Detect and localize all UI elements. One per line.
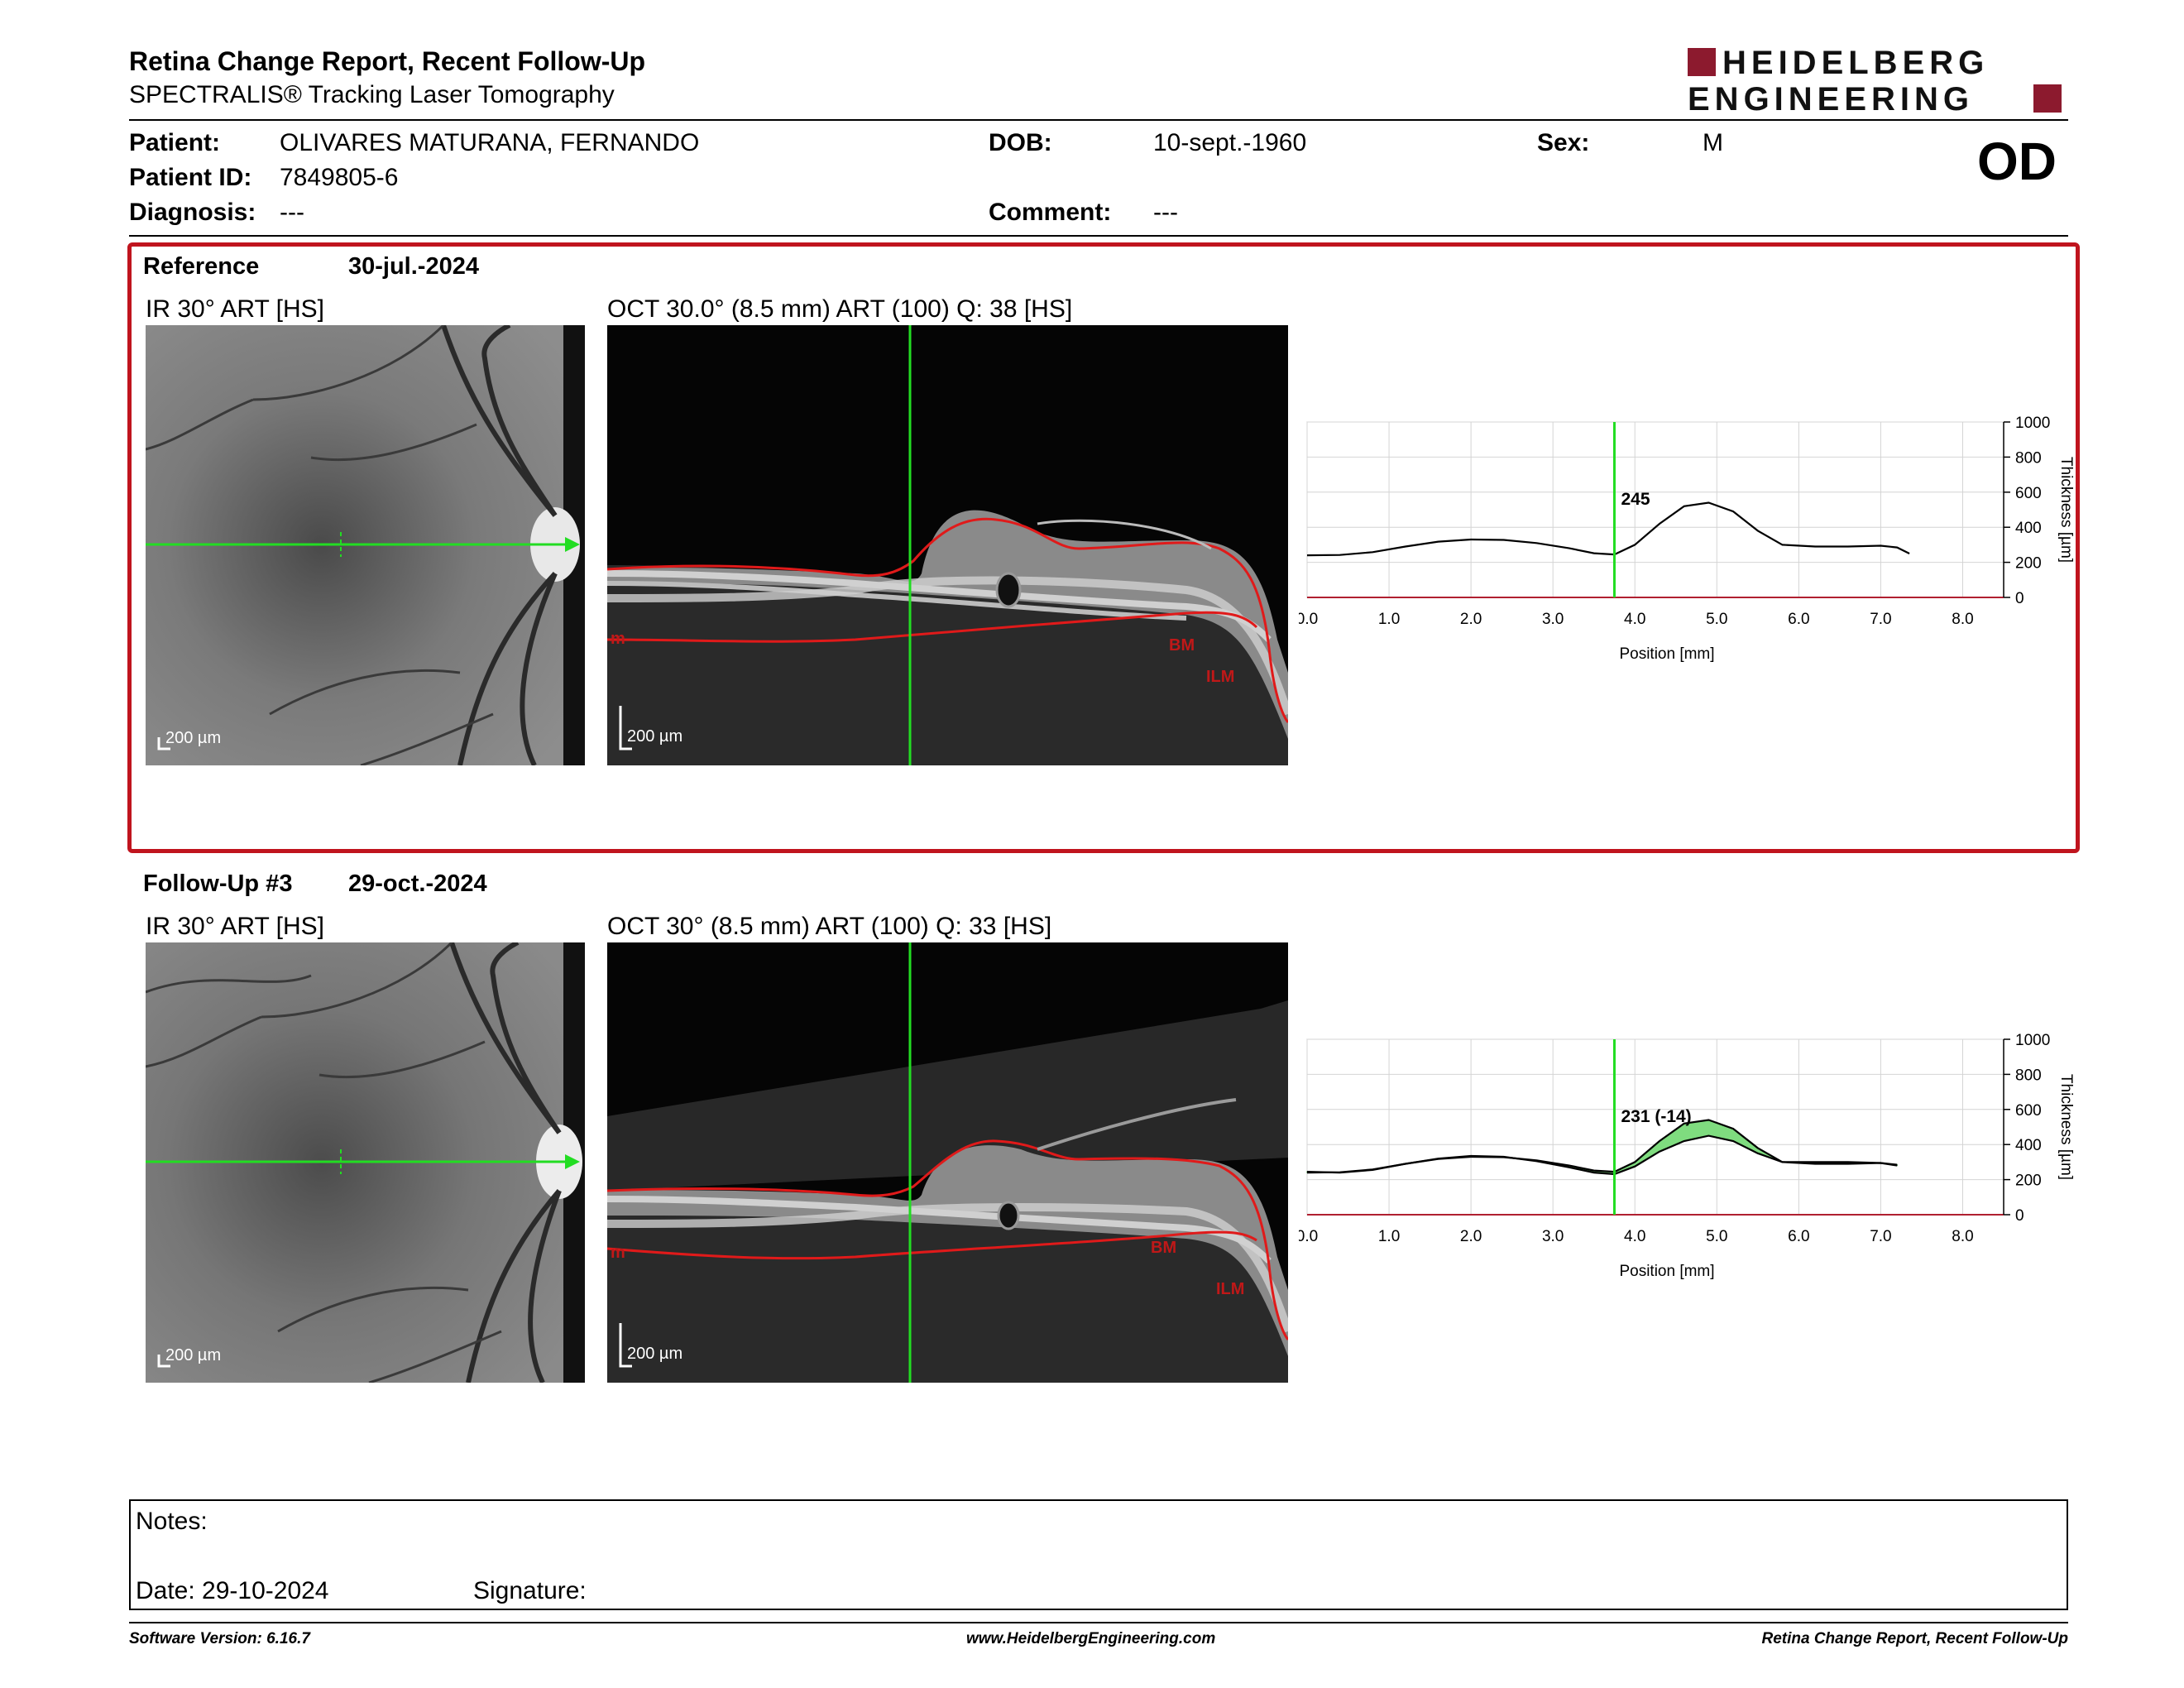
x-tick-label: 7.0 <box>1870 1228 1891 1245</box>
cursor-value-label: 231 (-14) <box>1621 1107 1691 1126</box>
footer-divider <box>129 1622 2068 1623</box>
x-tick-label: 4.0 <box>1624 611 1645 628</box>
patient-divider <box>129 235 2068 237</box>
x-tick-label: 3.0 <box>1542 1228 1564 1245</box>
followup-ilm-label: ILM <box>1216 1280 1245 1298</box>
patient-id-label: Patient ID: <box>129 164 252 191</box>
y-tick-label: 1000 <box>2015 415 2050 432</box>
y-axis-title: Thickness [µm] <box>2057 457 2075 563</box>
software-version: Software Version: 6.16.7 <box>129 1630 310 1647</box>
sex-label: Sex: <box>1537 129 1590 156</box>
signature-label: Signature: <box>473 1577 587 1604</box>
reference-heading: Reference <box>143 253 260 280</box>
followup-ir-fundus-image: 200 µm <box>146 942 585 1383</box>
x-tick-label: 8.0 <box>1952 611 1973 628</box>
reference-oct-bscan: m BM ILM 200 µm <box>607 325 1288 765</box>
x-tick-label: 6.0 <box>1788 611 1809 628</box>
patient-name: OLIVARES MATURANA, FERNANDO <box>280 129 700 156</box>
y-tick-label: 600 <box>2015 1102 2042 1120</box>
followup-oct-bscan: m BM ILM 200 µm <box>607 942 1288 1383</box>
thickness-series-line <box>1306 1119 1898 1174</box>
comment-value: --- <box>1153 199 1178 226</box>
y-tick-label: 400 <box>2015 1137 2042 1154</box>
x-tick-label: 5.0 <box>1706 611 1727 628</box>
heidelberg-logo: HEIDELBERG ENGINEERING <box>1688 46 2068 116</box>
x-tick-label: 2.0 <box>1460 611 1482 628</box>
followup-thickness-chart: 0 200 400 600 800 1000 0.0 1.0 2.0 3.0 4.0 5.0 6.0 7.… <box>1296 1031 2076 1288</box>
reference-layer-edge-label: m <box>611 630 625 648</box>
logo-square-icon <box>2033 84 2062 113</box>
y-tick-label: 800 <box>2015 1067 2042 1084</box>
followup-heading: Follow-Up #3 <box>143 870 293 897</box>
reference-oct-label: OCT 30.0° (8.5 mm) ART (100) Q: 38 [HS] <box>607 295 1073 323</box>
diagnosis-value: --- <box>280 199 304 226</box>
x-tick-label: 4.0 <box>1624 1228 1645 1245</box>
followup-ir-label: IR 30° ART [HS] <box>146 913 324 940</box>
reference-oct-scale: 200 µm <box>627 727 683 746</box>
y-tick-label: 200 <box>2015 1172 2042 1190</box>
reference-ir-label: IR 30° ART [HS] <box>146 295 324 323</box>
followup-oct-scale: 200 µm <box>627 1345 683 1363</box>
y-tick-label: 200 <box>2015 555 2042 573</box>
logo-square-icon <box>1688 48 1716 76</box>
followup-ir-scale: 200 µm <box>165 1346 222 1364</box>
followup-layer-edge-label: m <box>611 1244 625 1262</box>
footer-report-name: Retina Change Report, Recent Follow-Up <box>1761 1630 2068 1647</box>
followup-thickness-chart-svg: 0 200 400 600 800 1000 0.0 1.0 2.0 3.0 4.0 5.0 6.0 7.… <box>1296 1032 2075 1280</box>
reference-thickness-chart-svg: 0 200 400 600 800 1000 0.0 1.0 2.0 3.0 4.0 5.0 6.0 7.… <box>1296 415 2075 663</box>
patient-label: Patient: <box>129 129 221 156</box>
x-tick-label: 0.0 <box>1299 611 1318 628</box>
reference-ir-fundus-image: 200 µm <box>146 325 585 765</box>
x-tick-label: 8.0 <box>1952 1228 1973 1245</box>
y-tick-label: 600 <box>2015 485 2042 502</box>
x-tick-label: 6.0 <box>1788 1228 1809 1245</box>
reference-panel <box>127 242 2080 853</box>
sex-value: M <box>1703 129 1723 156</box>
y-tick-label: 0 <box>2015 590 2024 607</box>
y-axis-title: Thickness [µm] <box>2057 1074 2075 1180</box>
report-subtitle: SPECTRALIS® Tracking Laser Tomography <box>129 81 615 108</box>
notes-box: Notes: Date: 29-10-2024 Signature: <box>129 1499 2068 1610</box>
y-tick-label: 1000 <box>2015 1032 2050 1049</box>
report-title: Retina Change Report, Recent Follow-Up <box>129 46 646 76</box>
reference-ir-scale: 200 µm <box>165 729 222 747</box>
followup-bm-label: BM <box>1151 1239 1177 1257</box>
website-link[interactable]: www.HeidelbergEngineering.com <box>966 1630 1216 1647</box>
x-tick-label: 2.0 <box>1460 1228 1482 1245</box>
patient-id: 7849805-6 <box>280 164 399 191</box>
y-tick-label: 0 <box>2015 1207 2024 1225</box>
x-tick-label: 3.0 <box>1542 611 1564 628</box>
x-tick-label: 1.0 <box>1378 611 1400 628</box>
logo-line-1: HEIDELBERG <box>1722 45 1990 81</box>
reference-ilm-label: ILM <box>1206 668 1235 686</box>
x-tick-label: 5.0 <box>1706 1228 1727 1245</box>
x-tick-label: 0.0 <box>1299 1228 1318 1245</box>
x-tick-label: 7.0 <box>1870 611 1891 628</box>
plot-area <box>1306 1038 2004 1216</box>
x-axis-title: Position [mm] <box>1619 645 1714 663</box>
reference-bm-label: BM <box>1169 636 1195 655</box>
followup-oct-label: OCT 30° (8.5 mm) ART (100) Q: 33 [HS] <box>607 913 1052 940</box>
logo-line-2: ENGINEERING <box>1688 81 1975 117</box>
reference-date: 30-jul.-2024 <box>348 253 479 280</box>
thickness-series-line <box>1306 501 1910 557</box>
notes-label: Notes: <box>136 1508 208 1535</box>
x-tick-label: 1.0 <box>1378 1228 1400 1245</box>
diagnosis-label: Diagnosis: <box>129 199 256 226</box>
dob-label: DOB: <box>989 129 1052 156</box>
cursor-value-label: 245 <box>1621 490 1650 509</box>
y-tick-label: 800 <box>2015 449 2042 467</box>
y-tick-label: 400 <box>2015 520 2042 537</box>
dob-value: 10-sept.-1960 <box>1153 129 1307 156</box>
reference-thickness-chart: 0 200 400 600 800 1000 0.0 1.0 2.0 3.0 4.0 5.0 6.0 7.… <box>1296 414 2076 670</box>
comment-label: Comment: <box>989 199 1112 226</box>
header-divider <box>129 119 2068 121</box>
x-axis-title: Position [mm] <box>1619 1263 1714 1280</box>
notes-date: Date: 29-10-2024 <box>136 1577 329 1604</box>
followup-date: 29-oct.-2024 <box>348 870 487 897</box>
plot-area <box>1306 421 2004 598</box>
eye-indicator: OD <box>1977 132 2057 191</box>
